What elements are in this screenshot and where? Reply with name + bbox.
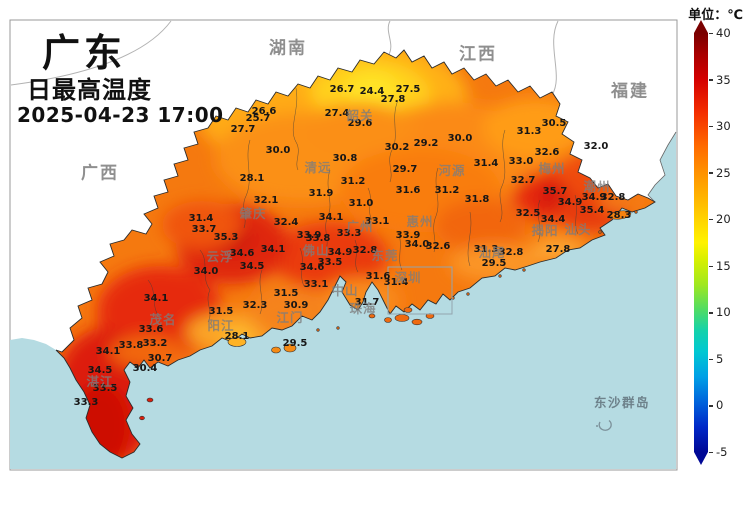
colorbar-tick: 35 (709, 74, 731, 86)
colorbar-tick: 40 (709, 27, 731, 39)
map-datetime: 2025-04-23 17:00 (17, 103, 224, 127)
fujian-coastline (647, 131, 677, 203)
prefecture-borders (147, 87, 579, 323)
dongsha-atoll-icon (596, 419, 612, 431)
sea (10, 132, 676, 469)
colorbar-unit-label: 单位：℃ (688, 8, 743, 23)
colorbar-tick: 15 (709, 260, 731, 272)
colorbar-tick: -5 (709, 446, 727, 458)
map-subtitle: 日最高温度 (27, 76, 152, 104)
guangdong-outline (55, 49, 656, 459)
colorbar-tick: 30 (709, 120, 731, 132)
colorbar-arrow-top (694, 20, 708, 33)
temperature-field (56, 50, 655, 458)
colorbar-tick: 20 (709, 213, 731, 225)
page-title: 广东 (42, 31, 127, 75)
colorbar-tick: 0 (709, 399, 723, 411)
colorbar-tick: 10 (709, 306, 731, 318)
hongkong-inset-box (387, 266, 453, 315)
islands (139, 210, 638, 421)
colorbar (694, 33, 708, 452)
neighbor-province-borders (10, 20, 559, 96)
colorbar-arrow-bottom (694, 452, 708, 465)
colorbar-tick: 25 (709, 167, 731, 179)
colorbar-tick: 5 (709, 353, 723, 365)
